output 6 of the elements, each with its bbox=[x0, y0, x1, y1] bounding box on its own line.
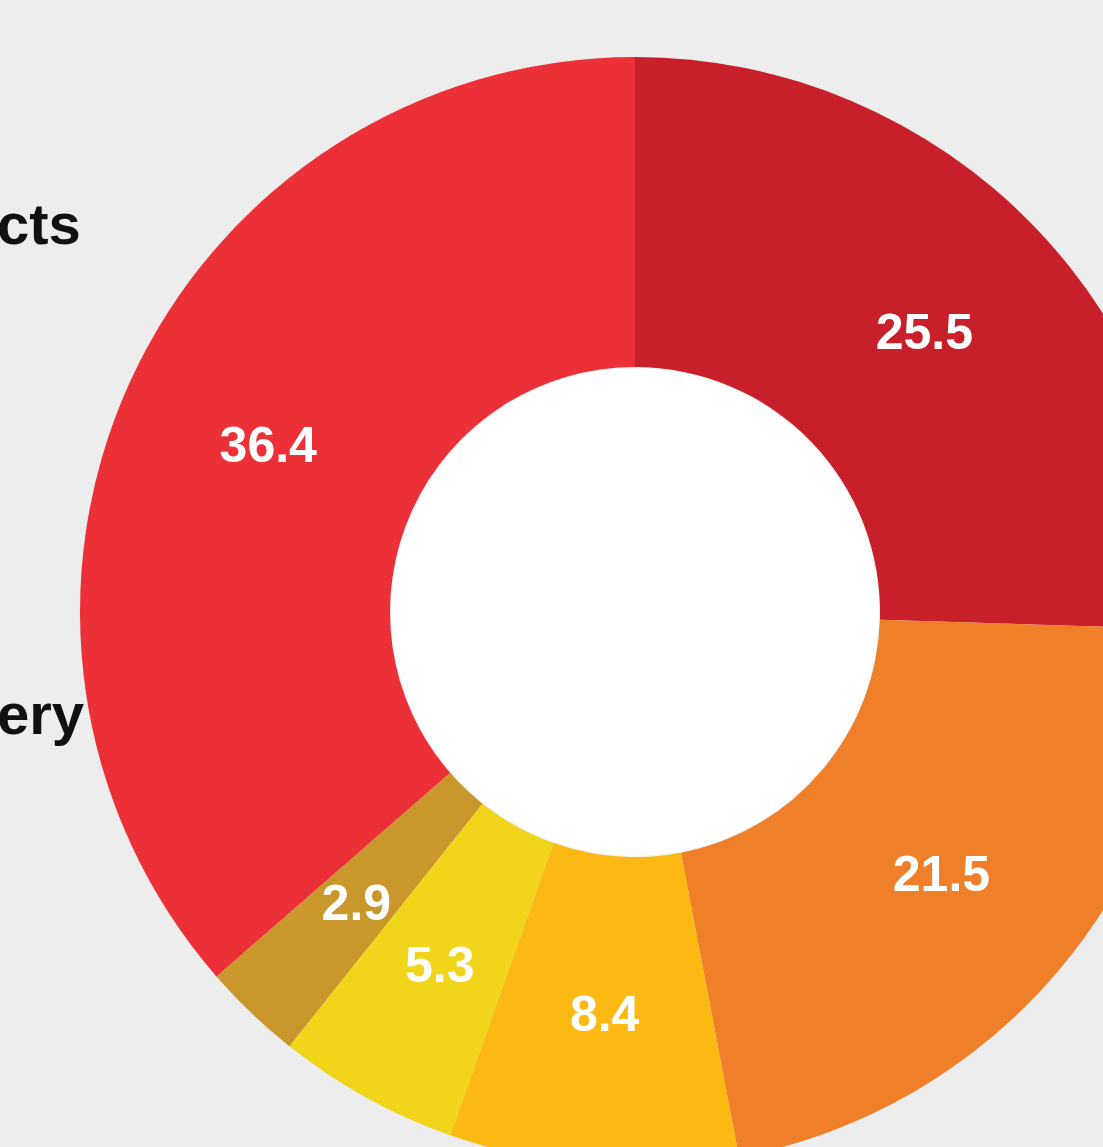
data-label: 36.4 bbox=[219, 417, 318, 474]
data-label: 5.3 bbox=[404, 936, 475, 993]
data-label: 8.4 bbox=[569, 985, 640, 1042]
data-label: 21.5 bbox=[892, 845, 991, 902]
data-label: 2.9 bbox=[321, 875, 392, 932]
data-label: 25.5 bbox=[875, 303, 974, 360]
